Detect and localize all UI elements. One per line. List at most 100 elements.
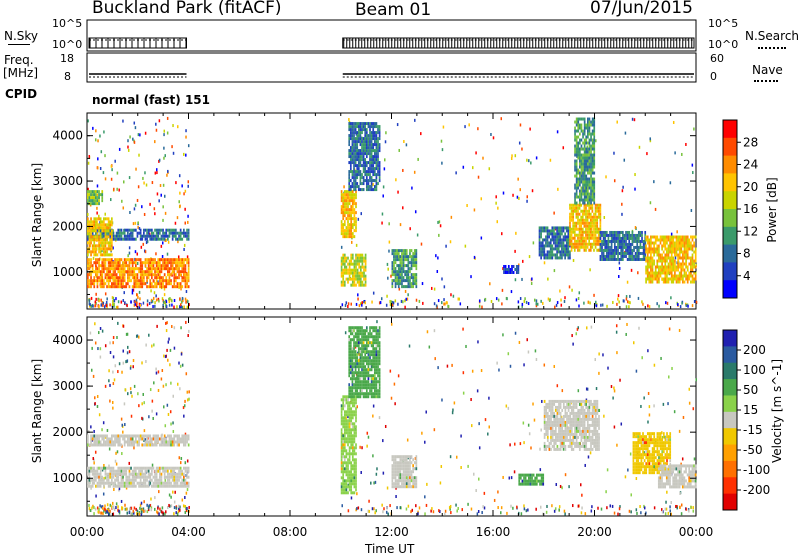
power-echo-cell bbox=[596, 216, 598, 219]
velocity-speckle bbox=[152, 417, 154, 420]
power-echo-cell bbox=[576, 246, 578, 249]
velocity-echo-cell bbox=[95, 479, 97, 482]
power-echo-cell bbox=[600, 258, 602, 261]
power-echo-cell bbox=[143, 270, 145, 273]
velocity-speckle bbox=[434, 357, 436, 360]
velocity-ground-speckle bbox=[102, 507, 104, 510]
power-echo-cell bbox=[587, 172, 589, 175]
velocity-speckle bbox=[649, 405, 651, 408]
power-echo-cell bbox=[361, 149, 363, 152]
velocity-ground-speckle bbox=[129, 511, 131, 514]
power-echo-cell bbox=[148, 267, 150, 270]
power-echo-cell bbox=[369, 134, 371, 137]
power-echo-cell bbox=[361, 158, 363, 161]
power-echo-cell bbox=[364, 161, 366, 164]
power-echo-cell bbox=[582, 234, 584, 237]
power-echo-cell bbox=[178, 235, 180, 238]
power-echo-cell bbox=[580, 216, 582, 219]
power-echo-cell bbox=[406, 252, 408, 255]
power-echo-cell bbox=[403, 258, 405, 261]
velocity-speckle bbox=[112, 341, 114, 344]
power-echo-cell bbox=[95, 202, 97, 205]
power-echo-cell bbox=[364, 143, 366, 146]
power-echo-cell bbox=[188, 261, 190, 264]
power-echo-cell bbox=[348, 161, 350, 164]
power-speckle bbox=[403, 140, 405, 143]
velocity-ground-speckle bbox=[581, 506, 583, 509]
power-echo-cell bbox=[350, 161, 352, 164]
power-echo-cell bbox=[348, 140, 350, 143]
velocity-ground-speckle bbox=[177, 512, 179, 515]
power-echo-cell bbox=[117, 229, 119, 232]
power-echo-cell bbox=[141, 279, 143, 282]
power-echo-cell bbox=[592, 184, 594, 187]
power-echo-cell bbox=[352, 140, 354, 143]
power-echo-cell bbox=[344, 193, 346, 196]
power-echo-cell bbox=[100, 253, 102, 256]
power-echo-cell bbox=[406, 258, 408, 261]
power-echo-cell bbox=[674, 254, 676, 257]
power-echo-cell bbox=[620, 258, 622, 261]
power-echo-cell bbox=[576, 124, 578, 127]
power-echo-cell bbox=[365, 254, 367, 257]
power-echo-cell bbox=[103, 261, 105, 264]
power-echo-cell bbox=[360, 128, 362, 131]
power-echo-cell bbox=[640, 252, 642, 255]
velocity-speckle bbox=[477, 389, 479, 392]
power-echo-cell bbox=[138, 232, 140, 235]
power-ground-speckle bbox=[526, 301, 528, 304]
power-echo-cell bbox=[617, 249, 619, 252]
power-echo-cell bbox=[576, 225, 578, 228]
power-echo-cell bbox=[619, 246, 621, 249]
power-speckle bbox=[154, 212, 156, 215]
velocity-ground-speckle bbox=[110, 504, 112, 507]
power-speckle bbox=[406, 143, 408, 146]
velocity-speckle bbox=[100, 356, 102, 359]
power-echo-cell bbox=[543, 250, 545, 253]
velocity-speckle bbox=[636, 477, 638, 480]
power-echo-cell bbox=[400, 276, 402, 279]
power-speckle bbox=[103, 171, 105, 174]
power-echo-cell bbox=[611, 243, 613, 246]
power-echo-cell bbox=[540, 256, 542, 259]
velocity-ground-speckle bbox=[675, 505, 677, 508]
power-echo-cell bbox=[101, 241, 103, 244]
power-speckle bbox=[167, 117, 169, 120]
power-ground-speckle bbox=[557, 301, 559, 304]
power-echo-cell bbox=[567, 247, 569, 250]
power-echo-cell bbox=[579, 184, 581, 187]
power-ground-speckle bbox=[506, 297, 508, 300]
power-echo-cell bbox=[627, 234, 629, 237]
power-echo-cell bbox=[577, 237, 579, 240]
power-echo-cell bbox=[595, 210, 597, 213]
power-echo-cell bbox=[589, 163, 591, 166]
power-speckle bbox=[544, 261, 546, 264]
power-echo-cell bbox=[103, 285, 105, 288]
power-echo-cell bbox=[668, 278, 670, 281]
power-echo-cell bbox=[127, 238, 129, 241]
power-echo-cell bbox=[574, 231, 576, 234]
power-echo-cell bbox=[604, 237, 606, 240]
power-echo-cell bbox=[180, 282, 182, 285]
power-echo-cell bbox=[584, 157, 586, 160]
power-echo-cell bbox=[89, 190, 91, 193]
power-echo-cell bbox=[366, 152, 368, 155]
power-echo-cell bbox=[576, 234, 578, 237]
power-echo-cell bbox=[404, 279, 406, 282]
power-echo-cell bbox=[412, 252, 414, 255]
power-speckle bbox=[634, 173, 636, 176]
velocity-speckle bbox=[534, 419, 536, 422]
power-echo-cell bbox=[622, 243, 624, 246]
power-echo-cell bbox=[690, 275, 692, 278]
power-ground-speckle bbox=[422, 302, 424, 305]
power-echo-cell bbox=[183, 232, 185, 235]
power-echo-cell bbox=[352, 257, 354, 260]
velocity-speckle bbox=[129, 350, 131, 353]
velocity-speckle bbox=[663, 403, 665, 406]
power-echo-cell bbox=[593, 157, 595, 160]
power-echo-cell bbox=[567, 235, 569, 238]
power-echo-cell bbox=[101, 276, 103, 279]
power-echo-cell bbox=[364, 149, 366, 152]
power-echo-cell bbox=[645, 260, 647, 263]
power-speckle bbox=[99, 135, 101, 138]
